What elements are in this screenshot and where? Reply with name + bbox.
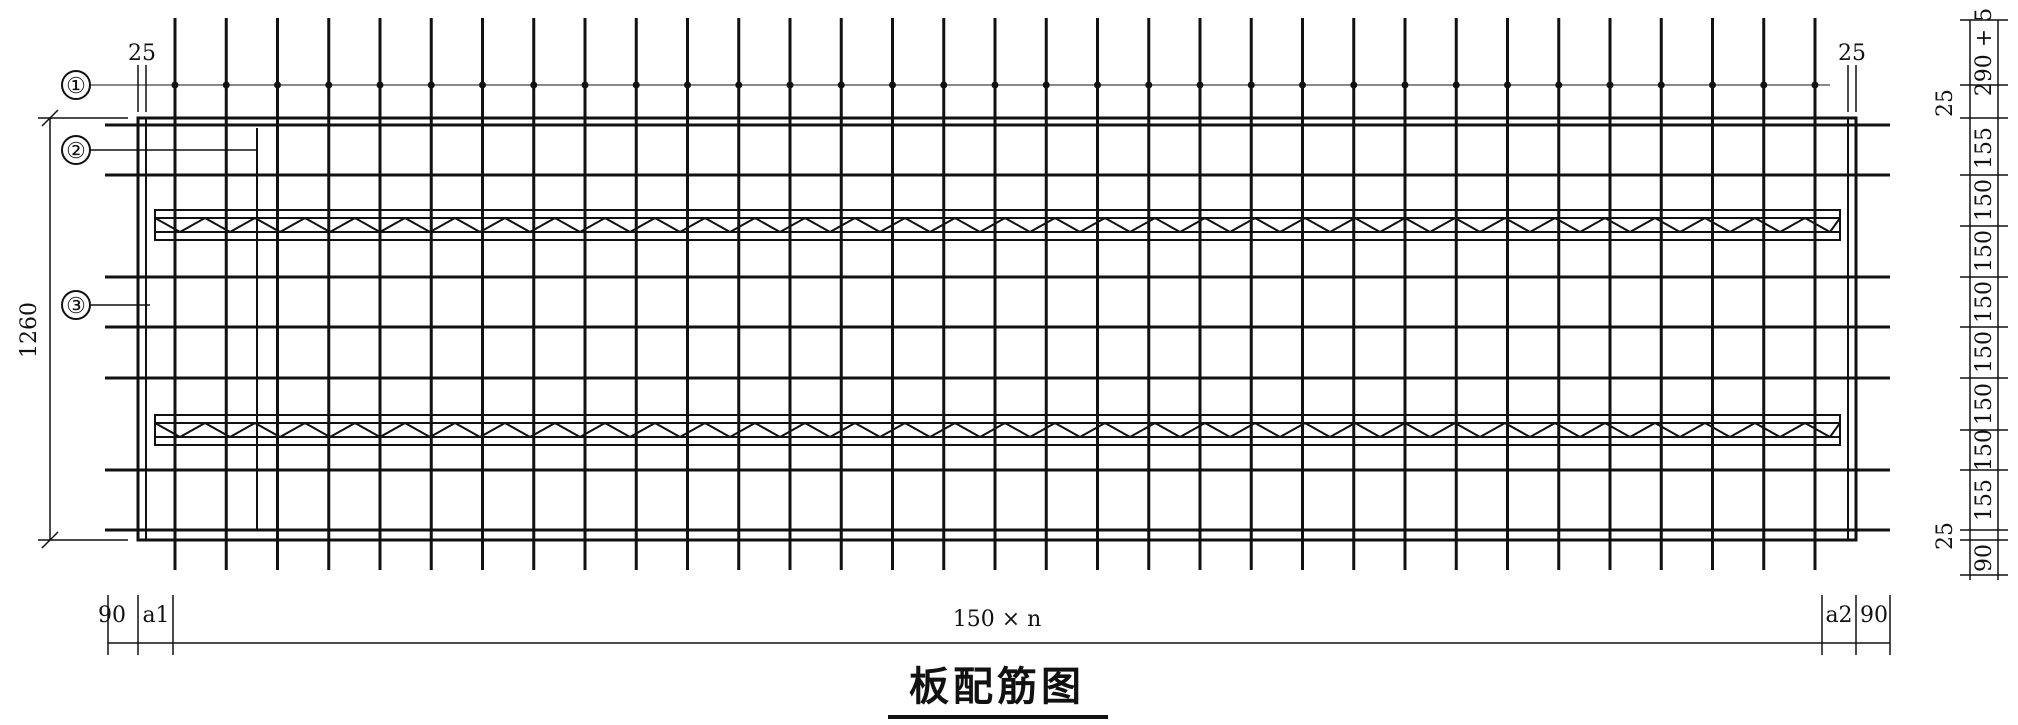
bottom-dim-a1: a1 (142, 603, 169, 628)
right-dim-label: 155 (1972, 127, 1997, 169)
bottom-dim-150n: 150 × n (953, 607, 1042, 632)
right-dim-label: 150 (1972, 230, 1997, 272)
left-dim-1260: 1260 (17, 109, 128, 549)
slab-outline (136, 116, 1858, 542)
right-dim-label: 150 (1972, 281, 1997, 323)
right-dim-label: 150 (1972, 179, 1997, 221)
right-dim-label: 155 (1972, 479, 1997, 521)
svg-text:1260: 1260 (17, 302, 42, 358)
right-dim-label: 25 (1933, 522, 1958, 550)
horizontal-rebars (105, 123, 1890, 532)
right-dim-label: 90 (1972, 544, 1997, 572)
drawing-title: 板配筋图 (909, 664, 1085, 710)
right-dim-label: 150 (1972, 331, 1997, 373)
svg-text:①: ① (66, 74, 86, 99)
bar-mark-3: ③ (61, 290, 150, 320)
bottom-dim-a2: a2 (1825, 603, 1852, 628)
vertical-rebars (173, 18, 1817, 570)
bar-mark-2: ② (61, 128, 258, 530)
right-dim-label: 150 (1972, 429, 1997, 471)
right-dim-label: 150 (1972, 383, 1997, 425)
bottom-dim-90-right: 90 (1860, 603, 1888, 628)
bar-mark-1: ① (61, 70, 1830, 100)
right-dim-label: 290 + 5 (1972, 8, 1997, 96)
right-dim-label: 25 (1933, 89, 1958, 117)
top-dim-right: 25 (1838, 41, 1866, 112)
lattice-girder-bottom (154, 414, 1841, 446)
top-dim-left: 25 (128, 41, 156, 112)
svg-text:②: ② (66, 139, 86, 164)
svg-text:③: ③ (66, 294, 86, 319)
right-dim-chain: 290 + 5 25 155 150 150 150 150 150 150 155 25 90 (1933, 8, 2008, 580)
bottom-dim-90-left: 90 (98, 603, 126, 628)
lattice-girder-top (154, 209, 1841, 241)
svg-text:25: 25 (1838, 41, 1866, 66)
svg-text:25: 25 (128, 41, 156, 66)
bottom-dim-chain (107, 595, 1891, 655)
